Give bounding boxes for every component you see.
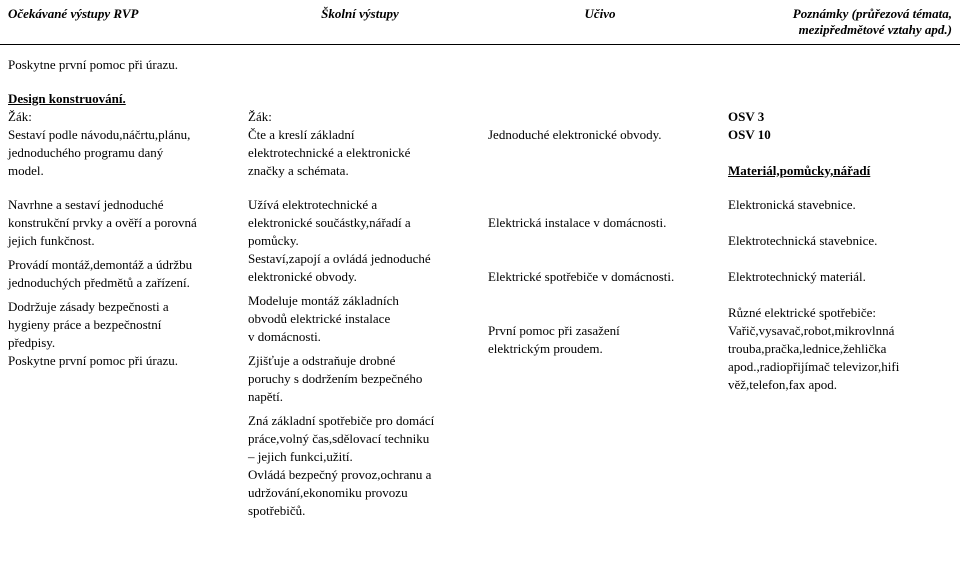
r3c2-l4: značky a schémata. xyxy=(248,163,472,179)
r4c1-l5: jednoduchých předmětů a zařízení. xyxy=(8,275,232,291)
row2-col3 xyxy=(480,45,720,80)
header-col4: Poznámky (průřezová témata, mezipředměto… xyxy=(720,0,960,45)
r4c2-l4: Sestaví,zapojí a ovládá jednoduché xyxy=(248,251,472,267)
r3c2-l1: Žák: xyxy=(248,109,472,125)
r3c3-l1: Jednoduché elektronické obvody. xyxy=(488,127,712,143)
r4c1-l9: Poskytne první pomoc při úrazu. xyxy=(8,353,232,369)
r4c4-l2: Elektrotechnická stavebnice. xyxy=(728,233,952,249)
r4c2-l1: Užívá elektrotechnické a xyxy=(248,197,472,213)
r3c4-l2: OSV 10 xyxy=(728,127,952,143)
row2-col2 xyxy=(240,45,480,80)
r4c4-l7: apod.,radiopřijímač televizor,hifi xyxy=(728,359,952,375)
r3c1-l1: Žák: xyxy=(8,109,232,125)
r4c3-l3: První pomoc při zasažení xyxy=(488,323,712,339)
r3c2-l3: elektrotechnické a elektronické xyxy=(248,145,472,161)
r4c1-l7: hygieny práce a bezpečnostní xyxy=(8,317,232,333)
r4c3-l2: Elektrické spotřebiče v domácnosti. xyxy=(488,269,712,285)
r4c2-l9: Zjišťuje a odstraňuje drobné xyxy=(248,353,472,369)
curriculum-table: Očekávané výstupy RVP Školní výstupy Uči… xyxy=(0,0,960,525)
r4c3-l1: Elektrická instalace v domácnosti. xyxy=(488,215,712,231)
r3c1-l3: jednoduchého programu daný xyxy=(8,145,232,161)
row2-c1-text: Poskytne první pomoc při úrazu. xyxy=(8,57,232,73)
r4c2-l10: poruchy s dodržením bezpečného xyxy=(248,371,472,387)
r4c1-l3: jejich funkčnost. xyxy=(8,233,232,249)
r3c4-l1: OSV 3 xyxy=(728,109,952,125)
r4c2-l2: elektronické součástky,nářadí a xyxy=(248,215,472,231)
header-text-3: Učivo xyxy=(584,6,615,21)
r4c2-l17: spotřebičů. xyxy=(248,503,472,519)
header-col3: Učivo xyxy=(480,0,720,45)
r4c4-l1: Elektronická stavebnice. xyxy=(728,197,952,213)
design-title: Design konstruování. xyxy=(8,91,232,107)
row4-col1: Navrhne a sestaví jednoduché konstrukční… xyxy=(0,185,240,525)
r4c1-l1: Navrhne a sestaví jednoduché xyxy=(8,197,232,213)
r4c1-l2: konstrukční prvky a ověří a porovná xyxy=(8,215,232,231)
header-text-4a: Poznámky (průřezová témata, xyxy=(793,6,952,21)
row2-col1: Poskytne první pomoc při úrazu. xyxy=(0,45,240,80)
r4c2-l11: napětí. xyxy=(248,389,472,405)
r4c2-l3: pomůcky. xyxy=(248,233,472,249)
r3c1-l4: model. xyxy=(8,163,232,179)
r4c4-l6: trouba,pračka,lednice,žehlička xyxy=(728,341,952,357)
r3c2-l2: Čte a kreslí základní xyxy=(248,127,472,143)
r4c2-l5: elektronické obvody. xyxy=(248,269,472,285)
row3-col2: Žák: Čte a kreslí základní elektrotechni… xyxy=(240,79,480,185)
r4c2-l8: v domácnosti. xyxy=(248,329,472,345)
header-col2: Školní výstupy xyxy=(240,0,480,45)
row4-col3: Elektrická instalace v domácnosti. Elekt… xyxy=(480,185,720,525)
r4c4-l4: Různé elektrické spotřebiče: xyxy=(728,305,952,321)
row-3: Design konstruování. Žák: Sestaví podle … xyxy=(0,79,960,185)
row4-col2: Užívá elektrotechnické a elektronické so… xyxy=(240,185,480,525)
r4c2-l7: obvodů elektrické instalace xyxy=(248,311,472,327)
r3c4-l3: Materiál,pomůcky,nářadí xyxy=(728,163,952,179)
row4-col4: Elektronická stavebnice. Elektrotechnick… xyxy=(720,185,960,525)
r3c1-l2: Sestaví podle návodu,náčrtu,plánu, xyxy=(8,127,232,143)
row-2: Poskytne první pomoc při úrazu. xyxy=(0,45,960,80)
r4c1-l8: předpisy. xyxy=(8,335,232,351)
r4c2-l15: Ovládá bezpečný provoz,ochranu a xyxy=(248,467,472,483)
r4c2-l12: Zná základní spotřebiče pro domácí xyxy=(248,413,472,429)
header-row: Očekávané výstupy RVP Školní výstupy Uči… xyxy=(0,0,960,45)
r4c3-l4: elektrickým proudem. xyxy=(488,341,712,357)
row-4: Navrhne a sestaví jednoduché konstrukční… xyxy=(0,185,960,525)
r4c2-l16: udržování,ekonomiku provozu xyxy=(248,485,472,501)
header-col1: Očekávané výstupy RVP xyxy=(0,0,240,45)
r4c4-l3: Elektrotechnický materiál. xyxy=(728,269,952,285)
r4c2-l13: práce,volný čas,sdělovací techniku xyxy=(248,431,472,447)
row3-col1: Design konstruování. Žák: Sestaví podle … xyxy=(0,79,240,185)
r4c4-l5: Vařič,vysavač,robot,mikrovlnná xyxy=(728,323,952,339)
r4c1-l4: Provádí montáž,demontáž a údržbu xyxy=(8,257,232,273)
r4c1-l6: Dodržuje zásady bezpečnosti a xyxy=(8,299,232,315)
row3-col3: Jednoduché elektronické obvody. xyxy=(480,79,720,185)
row3-col4: OSV 3 OSV 10 Materiál,pomůcky,nářadí xyxy=(720,79,960,185)
header-text-2: Školní výstupy xyxy=(321,6,399,21)
r4c2-l14: – jejich funkci,užití. xyxy=(248,449,472,465)
row2-col4 xyxy=(720,45,960,80)
header-text-1: Očekávané výstupy RVP xyxy=(8,6,138,21)
r4c2-l6: Modeluje montáž základních xyxy=(248,293,472,309)
r4c4-l8: věž,telefon,fax apod. xyxy=(728,377,952,393)
header-text-4b: mezipředmětové vztahy apd.) xyxy=(799,22,952,37)
